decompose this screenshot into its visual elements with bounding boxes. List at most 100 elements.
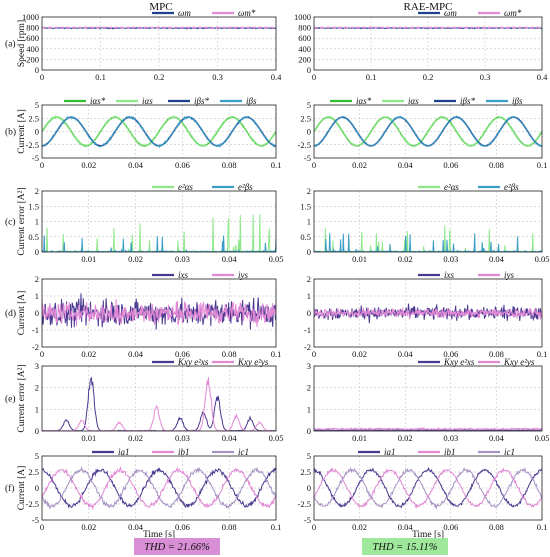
x-tick-label: 0.1	[537, 160, 548, 170]
x-tick-label: 0.05	[269, 433, 284, 443]
y-tick-label: 0	[35, 426, 39, 436]
legend-label-0: ixs	[178, 270, 188, 280]
x-tick-label: 0.04	[489, 433, 505, 443]
legend-label-3: iβs	[246, 96, 257, 106]
x-tick-label: 0.02	[352, 522, 367, 532]
y-tick-label: 0	[35, 65, 39, 75]
axes-frame	[41, 455, 277, 521]
legend: e²αs e²βs	[418, 182, 519, 192]
x-tick-label: 0.02	[128, 433, 143, 443]
axes-frame	[313, 278, 543, 348]
x-tick-label: 0	[40, 160, 44, 170]
y-tick-label: 200	[26, 54, 39, 64]
legend-label-0: e²αs	[178, 182, 193, 192]
series-3	[314, 115, 542, 148]
series-0	[42, 293, 276, 330]
x-tick-label: 0.02	[128, 254, 143, 264]
x-tick-label: 0.03	[443, 254, 458, 264]
y-tick-label: 2	[307, 383, 311, 393]
y-axis-label-3: Current [A]	[17, 291, 27, 336]
x-tick-label: 0.02	[398, 254, 413, 264]
axes-frame	[313, 190, 543, 253]
panel-label-3: (d)	[5, 308, 16, 319]
series-0	[42, 376, 276, 431]
x-tick-label: 0.1	[271, 349, 282, 359]
x-tick-label: 0	[40, 522, 44, 532]
legend-label-1: iys	[504, 270, 514, 280]
y-tick-label: 2	[307, 274, 311, 284]
series-1	[42, 298, 276, 328]
x-tick-label: 0.06	[175, 160, 190, 170]
series-2	[314, 466, 542, 510]
y-tick-label: 1	[35, 291, 39, 301]
x-tick-label: 0.05	[269, 254, 284, 264]
y-axis-label-4: Current error [A²]	[17, 364, 27, 432]
x-tick-label: 0.05	[535, 254, 550, 264]
x-tick-label: 0.03	[175, 433, 190, 443]
column-title-mpc: MPC	[149, 1, 172, 13]
x-tick-label: 0.02	[352, 160, 367, 170]
x-tick-label: 0.08	[489, 522, 504, 532]
y-tick-label: 1000	[22, 12, 39, 22]
y-tick-label: 3	[35, 361, 39, 371]
axes-frame	[313, 365, 543, 432]
x-tick-label: 0.06	[443, 349, 458, 359]
y-tick-label: 400	[26, 44, 39, 54]
y-tick-label: 2.5	[28, 113, 39, 123]
y-tick-label: 0.5	[28, 232, 39, 242]
legend-label-2: iβs*	[460, 96, 475, 106]
y-axis-label-0: Speed [rpm]	[17, 20, 27, 67]
panel-2-mpc: 0 0.5 1 1.5 2 0.01 0.02 0.03 0.04 0.05 e²αs e²βs	[28, 182, 283, 264]
x-tick-label: 0.08	[222, 160, 237, 170]
x-tick-label: 0.08	[489, 160, 504, 170]
panel-2-rae-mpc: 0 0.5 1 1.5 2 0.01 0.02 0.03 0.04 0.05 e²αs e²βs	[300, 182, 549, 264]
x-tick-label: 0.02	[81, 160, 96, 170]
panel-label-0: (a)	[5, 39, 16, 50]
legend: Kxy e²xs Kxy e²ys	[418, 357, 535, 367]
y-tick-label: 400	[298, 44, 311, 54]
legend-label-1: ib1	[178, 447, 190, 457]
x-tick-label: 0.08	[222, 349, 237, 359]
series-1	[314, 426, 542, 431]
legend: ixs iys	[152, 270, 248, 280]
x-tick-label: 0.2	[154, 72, 165, 82]
y-tick-label: 200	[298, 54, 311, 64]
y-tick-label: 2.5	[300, 113, 311, 123]
x-tick-label: 0.06	[175, 522, 190, 532]
legend-label-1: iαs	[408, 96, 419, 106]
legend-label-1: ωm*	[504, 8, 522, 18]
legend: ia1 ib1 ic1	[358, 447, 515, 457]
panel-3-mpc: -2 -1 0 1 2 0 0.02 0.04 0.06 0.08 0.1 ixs iys	[32, 270, 281, 359]
y-tick-label: 1	[307, 404, 311, 414]
series-0	[314, 303, 542, 324]
y-tick-label: -5	[304, 515, 311, 525]
y-tick-label: -5	[32, 153, 39, 163]
legend-label-0: iαs*	[356, 96, 372, 106]
x-tick-label: 0.4	[537, 72, 548, 82]
panel-label-5: (f)	[5, 483, 15, 494]
series-0	[314, 429, 542, 431]
y-tick-label: 0	[35, 127, 39, 137]
x-tick-label: 0.1	[95, 72, 106, 82]
y-tick-label: 600	[26, 33, 39, 43]
y-tick-label: -5	[304, 153, 311, 163]
x-tick-label: 0	[40, 349, 44, 359]
legend-label-0: ixs	[444, 270, 454, 280]
thd-box-mpc	[134, 538, 220, 555]
series-1	[314, 307, 542, 320]
x-tick-label: 0.03	[443, 433, 458, 443]
y-tick-label: -2	[32, 342, 39, 352]
legend: ωm ωm*	[418, 8, 522, 18]
x-axis-label-1: Time [s]	[412, 530, 444, 540]
x-tick-label: 0.01	[352, 433, 367, 443]
panel-5-mpc: -5 -2.5 0 2.5 5 0 0.02 0.04 0.06 0.08 0.1 ia1 ib1 ic1	[26, 447, 282, 532]
x-tick-label: 0	[312, 72, 316, 82]
series-1	[42, 114, 276, 148]
y-tick-label: 1	[35, 217, 39, 227]
legend-label-0: ia1	[384, 447, 396, 457]
legend: iαs* iαs iβs* iβs	[330, 96, 523, 106]
x-tick-label: 0.3	[212, 72, 223, 82]
axes-frame	[313, 16, 543, 71]
